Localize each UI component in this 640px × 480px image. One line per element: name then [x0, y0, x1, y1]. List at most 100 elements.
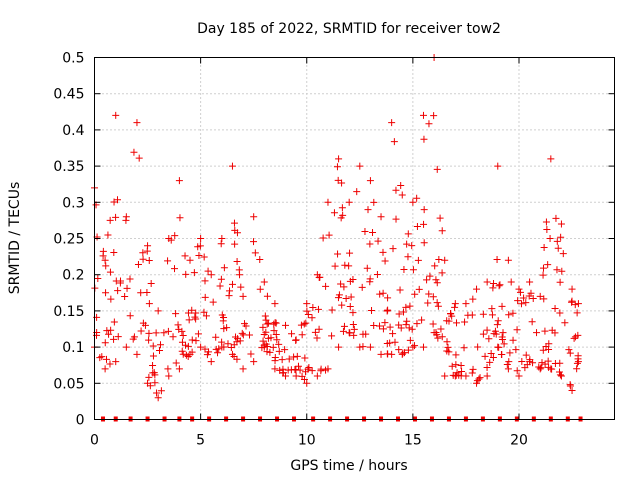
- data-point: [526, 278, 534, 286]
- data-point: [305, 364, 313, 372]
- data-point: [169, 333, 177, 341]
- data-point: [496, 281, 504, 289]
- data-point: [452, 361, 460, 369]
- data-point: [391, 338, 399, 346]
- x-tick-labels: 0 5 10 15 20: [90, 433, 528, 449]
- data-point: [436, 214, 444, 222]
- data-point: [164, 365, 172, 373]
- data-point: [420, 220, 428, 228]
- data-point: [448, 312, 456, 320]
- data-point: [292, 336, 300, 344]
- data-point: [403, 317, 411, 325]
- data-point: [338, 204, 346, 212]
- data-point: [135, 154, 143, 162]
- data-point: [516, 288, 524, 296]
- data-point: [112, 213, 120, 221]
- data-point: [547, 155, 555, 163]
- data-point: [573, 365, 581, 373]
- data-point: [262, 328, 270, 336]
- data-point: [220, 325, 228, 333]
- data-point: [395, 321, 403, 329]
- data-point: [298, 372, 306, 380]
- data-point: [181, 252, 189, 260]
- data-point: [541, 360, 549, 368]
- data-point: [443, 317, 451, 325]
- data-point: [438, 269, 446, 277]
- data-point: [488, 311, 496, 319]
- data-point: [504, 365, 512, 373]
- data-point: [96, 354, 104, 362]
- data-point: [160, 329, 168, 337]
- data-point: [499, 329, 507, 337]
- data-point: [561, 319, 569, 327]
- data-point: [570, 334, 578, 342]
- data-point: [261, 312, 269, 320]
- data-point: [200, 308, 208, 316]
- data-point: [520, 294, 528, 302]
- data-point: [220, 264, 228, 272]
- data-point: [324, 198, 332, 206]
- data-point: [137, 327, 145, 335]
- data-point: [411, 342, 419, 350]
- data-point: [188, 336, 196, 344]
- data-point: [224, 340, 232, 348]
- data-point: [301, 354, 309, 362]
- data-point: [540, 295, 548, 303]
- data-point: [130, 333, 138, 341]
- data-point: [426, 272, 434, 280]
- data-point: [341, 261, 349, 269]
- data-point: [216, 282, 224, 290]
- data-point: [395, 310, 403, 318]
- data-point: [498, 302, 506, 310]
- data-point: [197, 235, 205, 242]
- data-point: [340, 322, 348, 330]
- data-point: [517, 300, 525, 308]
- data-point: [347, 293, 355, 301]
- data-point: [231, 240, 239, 248]
- data-point: [205, 348, 213, 356]
- data-point: [388, 350, 396, 358]
- data-point: [250, 358, 258, 366]
- data-point: [239, 292, 247, 300]
- data-point: [495, 282, 503, 290]
- data-point: [151, 371, 159, 379]
- data-point: [413, 194, 421, 202]
- data-point: [350, 331, 358, 339]
- data-point: [133, 350, 141, 358]
- data-point: [379, 289, 387, 297]
- data-point: [269, 343, 277, 351]
- data-point: [392, 186, 400, 194]
- data-point: [112, 358, 120, 366]
- data-point: [556, 309, 564, 317]
- data-point: [557, 372, 565, 380]
- data-point: [153, 389, 161, 397]
- data-point: [509, 336, 517, 344]
- data-point: [529, 359, 537, 367]
- data-point: [207, 271, 215, 279]
- data-point: [238, 329, 246, 337]
- data-point: [313, 271, 321, 279]
- data-point: [246, 331, 253, 339]
- data-point: [192, 309, 200, 317]
- data-point: [487, 350, 495, 358]
- data-point: [556, 278, 564, 286]
- data-point: [462, 372, 470, 380]
- data-point: [302, 319, 310, 327]
- data-point: [468, 369, 476, 377]
- data-point: [386, 323, 394, 331]
- data-point: [328, 332, 336, 340]
- data-point: [217, 240, 225, 248]
- data-point: [451, 300, 459, 308]
- data-point: [154, 307, 162, 315]
- data-point: [121, 293, 129, 301]
- data-point: [430, 112, 438, 120]
- data-point: [376, 290, 384, 298]
- data-point: [250, 213, 258, 221]
- data-point: [273, 336, 281, 344]
- data-point: [175, 177, 183, 185]
- data-point: [260, 278, 268, 286]
- data-point: [264, 319, 272, 327]
- data-point: [526, 358, 534, 366]
- data-point: [565, 346, 573, 354]
- y-axis-label: SRMTID / TECUs: [7, 182, 23, 295]
